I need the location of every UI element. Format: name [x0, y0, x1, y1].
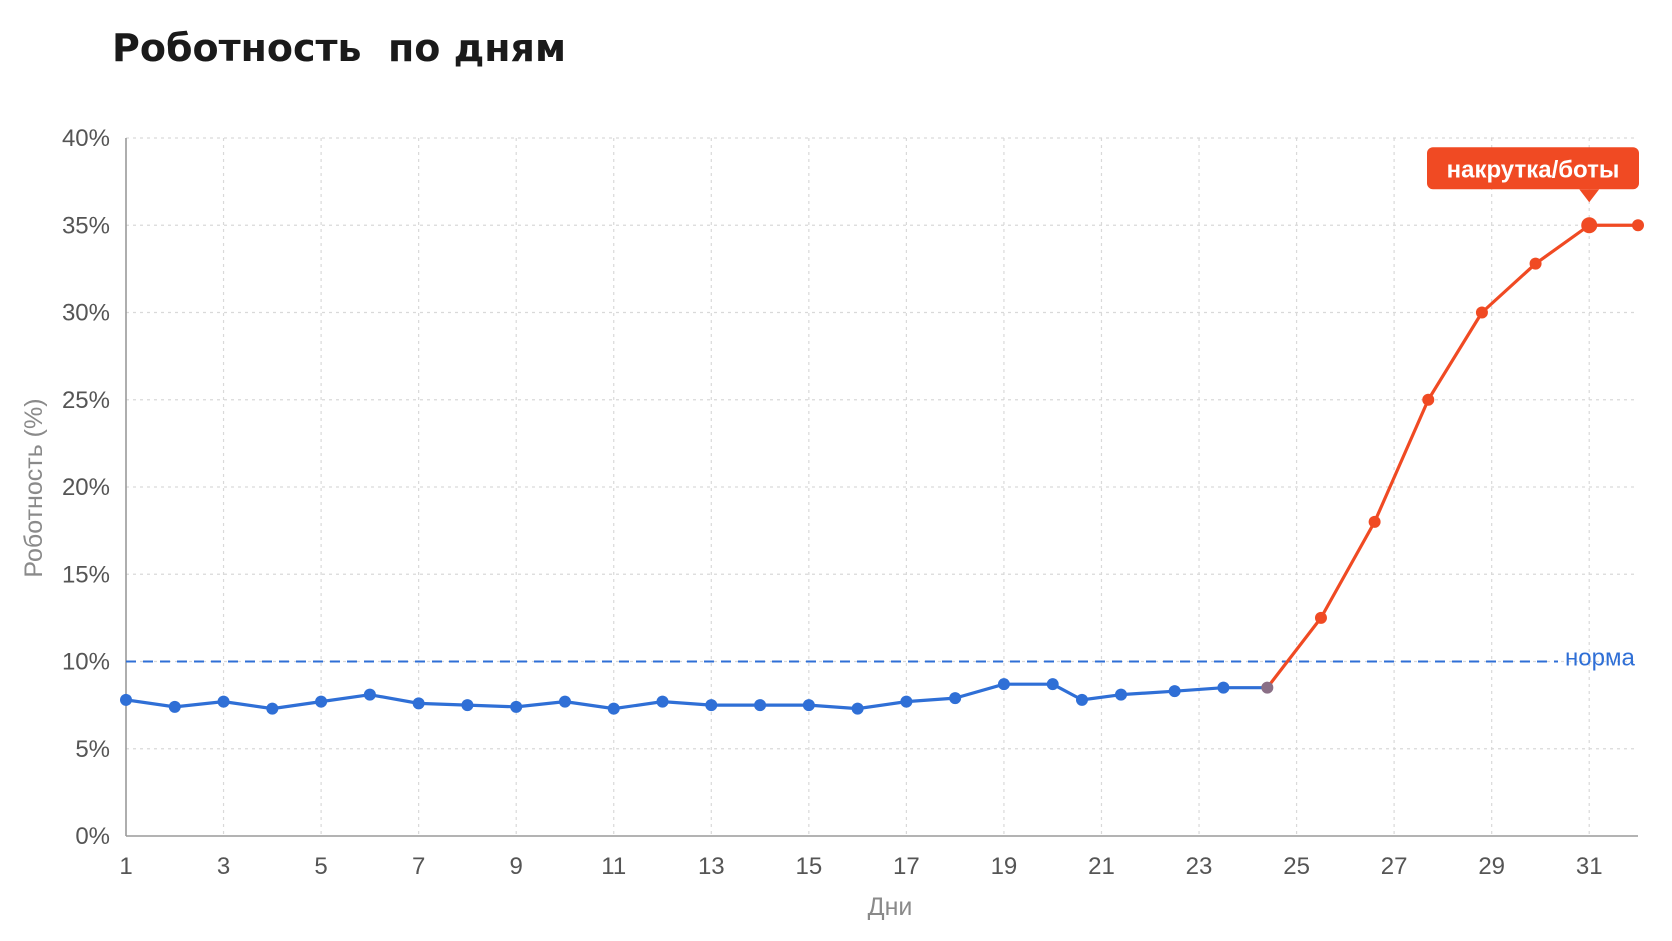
x-tick-label: 1 — [119, 853, 132, 880]
data-point — [1368, 515, 1381, 528]
x-tick-label: 27 — [1381, 853, 1408, 880]
data-point — [1075, 693, 1088, 706]
data-point — [1114, 688, 1127, 701]
axes: 0%5%10%15%20%25%30%35%40%1 3 5 7 9 11 13 15 17 19… — [62, 125, 1638, 880]
data-point — [949, 692, 962, 705]
data-point — [363, 688, 376, 701]
x-tick-label: 19 — [991, 853, 1018, 880]
y-tick-label: 40% — [62, 125, 110, 152]
x-tick-label: 3 — [217, 853, 230, 880]
data-point — [802, 699, 815, 712]
data-point — [120, 693, 132, 706]
annotation-callout: накрутка/боты — [1427, 147, 1639, 203]
data-point — [168, 700, 181, 713]
annotation-group: накрутка/боты — [1427, 147, 1639, 203]
x-tick-label: 11 — [601, 853, 626, 880]
data-point — [1217, 681, 1230, 694]
y-tick-label: 20% — [62, 474, 110, 501]
data-point — [510, 700, 523, 713]
callout-box — [1427, 147, 1639, 190]
data-point — [1168, 685, 1181, 698]
y-tick-label: 35% — [62, 212, 110, 239]
x-tick-label: 31 — [1576, 853, 1603, 880]
data-point — [412, 697, 425, 710]
y-tick-label: 10% — [62, 649, 110, 676]
data-point — [1314, 611, 1327, 624]
x-tick-label: 13 — [698, 853, 725, 880]
data-point — [1581, 217, 1598, 234]
page-title: Роботность по дням — [112, 26, 567, 70]
x-tick-label: 7 — [412, 853, 425, 880]
x-tick-label: 21 — [1088, 853, 1115, 880]
data-point — [851, 702, 864, 715]
x-tick-label: 23 — [1186, 853, 1213, 880]
data-point — [1422, 393, 1435, 406]
y-tick-label: 15% — [62, 561, 110, 588]
transition-point — [1261, 681, 1274, 694]
reference-line-label: норма — [1565, 645, 1635, 672]
data-point — [461, 699, 474, 712]
x-tick-label: 5 — [314, 853, 327, 880]
x-tick-label: 29 — [1478, 853, 1505, 880]
data-point — [1475, 306, 1488, 319]
data-point — [1529, 257, 1542, 270]
data-point — [217, 695, 230, 708]
data-point — [997, 678, 1010, 691]
data-point — [656, 695, 669, 708]
data-point — [558, 695, 571, 708]
x-tick-label: 15 — [795, 853, 822, 880]
y-tick-label: 0% — [75, 823, 110, 850]
callout-pointer — [1579, 189, 1600, 203]
series-line-0 — [125, 682, 1268, 711]
y-axis-title: Роботность (%) — [20, 398, 48, 577]
data-point — [754, 699, 767, 712]
x-tick-label: 25 — [1283, 853, 1310, 880]
data-point — [1046, 678, 1059, 691]
series-group — [120, 217, 1644, 715]
data-point — [705, 699, 718, 712]
y-tick-label: 5% — [75, 736, 110, 763]
reference-line-group: норма — [126, 645, 1635, 672]
y-tick-label: 25% — [62, 387, 110, 414]
data-point — [607, 702, 620, 715]
data-point — [266, 702, 279, 715]
x-tick-label: 17 — [893, 853, 920, 880]
grid — [126, 137, 1638, 836]
y-tick-label: 30% — [62, 300, 110, 327]
x-axis-title: Дни — [868, 893, 913, 921]
callout-text: накрутка/боты — [1447, 156, 1620, 183]
x-tick-label: 9 — [510, 853, 523, 880]
data-point — [1632, 219, 1644, 232]
data-point — [315, 695, 328, 708]
series-line-1 — [1266, 223, 1638, 689]
data-point — [900, 695, 913, 708]
